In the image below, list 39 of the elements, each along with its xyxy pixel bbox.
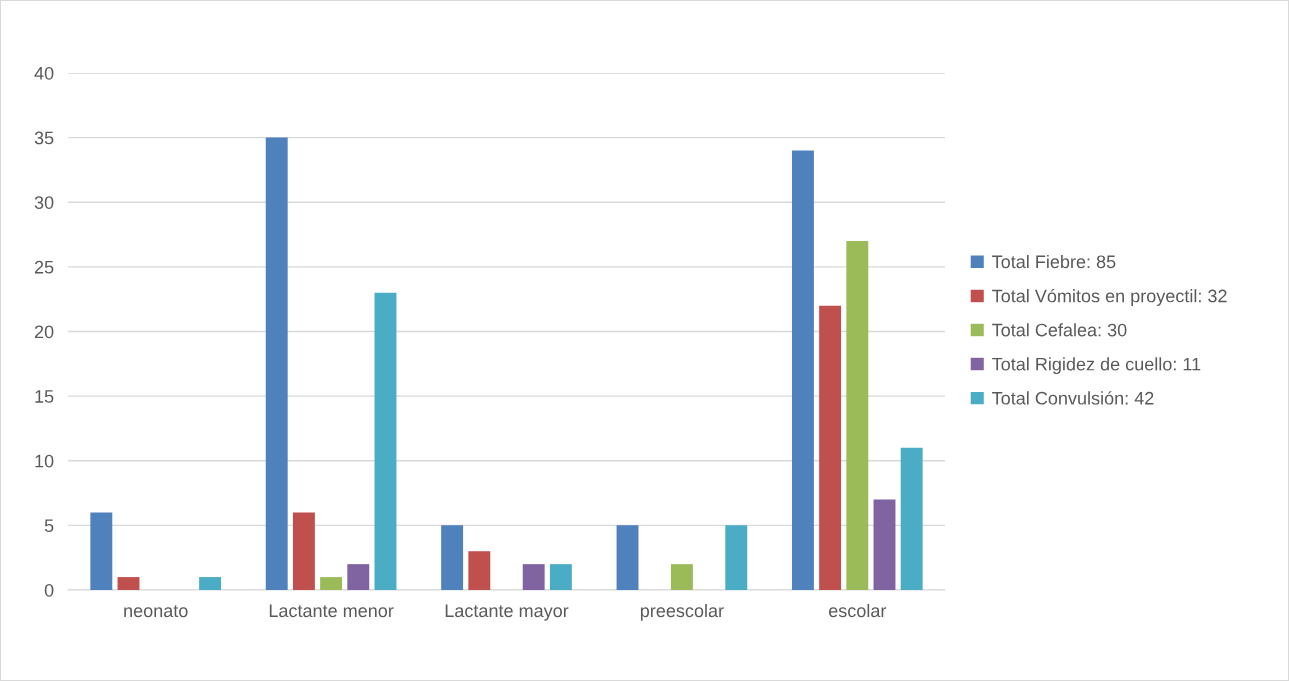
bar — [873, 499, 896, 590]
bar — [616, 525, 639, 590]
y-tick-label: 5 — [44, 519, 54, 533]
bar — [791, 150, 814, 590]
bar — [199, 577, 222, 590]
bar — [725, 525, 748, 590]
bar — [90, 512, 113, 590]
y-tick-label: 25 — [34, 260, 54, 274]
y-tick-label: 40 — [34, 66, 54, 80]
bar — [846, 241, 869, 590]
y-tick-label: 10 — [35, 454, 54, 468]
y-tick-label: 20 — [34, 325, 54, 339]
bar — [292, 512, 315, 590]
x-tick-label: neonato — [124, 605, 188, 618]
legend-label: Total Convulsión: 42 — [992, 391, 1154, 405]
bar — [374, 292, 397, 590]
y-tick-label: 35 — [34, 131, 54, 145]
legend-label: Total Cefalea: 30 — [992, 323, 1127, 337]
bar — [265, 137, 288, 590]
x-tick-label: Lactante menor — [269, 604, 394, 618]
bar — [819, 305, 842, 590]
bar — [549, 564, 572, 590]
bar — [441, 525, 464, 590]
y-tick-label: 15 — [35, 390, 54, 403]
bar — [670, 564, 693, 590]
x-tick-label: escolar — [828, 603, 887, 618]
y-tick-label: 0 — [44, 583, 54, 597]
legend-label: Total Vómitos en proyectil: 32 — [992, 288, 1227, 306]
bar — [347, 564, 370, 590]
bar — [468, 551, 491, 590]
bar — [320, 577, 343, 590]
bar — [900, 447, 923, 590]
legend-label: Total Rigidez de cuello: 11 — [992, 357, 1201, 375]
x-tick-label: Lactante mayor — [445, 604, 569, 621]
legend-label: Total Fiebre: 85 — [992, 254, 1116, 269]
bar — [117, 577, 140, 590]
bar — [522, 564, 545, 590]
x-tick-label: preescolar — [640, 603, 724, 621]
y-tick-label: 30 — [34, 196, 54, 209]
